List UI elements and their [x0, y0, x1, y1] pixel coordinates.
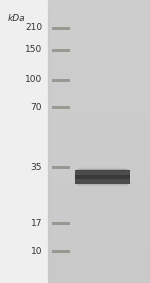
Bar [77, 183, 128, 186]
Text: 17: 17 [30, 218, 42, 228]
Text: 210: 210 [25, 23, 42, 33]
Text: 150: 150 [25, 46, 42, 55]
Bar [52, 250, 70, 252]
Bar [52, 48, 70, 52]
Text: 35: 35 [30, 162, 42, 171]
Bar [75, 183, 130, 184]
Text: 100: 100 [25, 76, 42, 85]
Bar [78, 183, 127, 186]
Bar [78, 168, 127, 170]
Bar [52, 106, 70, 108]
Text: kDa: kDa [8, 14, 26, 23]
Bar [76, 169, 129, 170]
Text: 70: 70 [30, 102, 42, 112]
Bar [48, 0, 150, 283]
Bar [77, 169, 128, 170]
Text: 10: 10 [30, 246, 42, 256]
Bar [52, 27, 70, 29]
Bar [76, 183, 129, 185]
Bar [79, 167, 126, 170]
Bar [52, 78, 70, 82]
Bar [52, 166, 70, 168]
Bar [75, 175, 130, 179]
Bar [75, 170, 130, 184]
Bar [52, 222, 70, 224]
